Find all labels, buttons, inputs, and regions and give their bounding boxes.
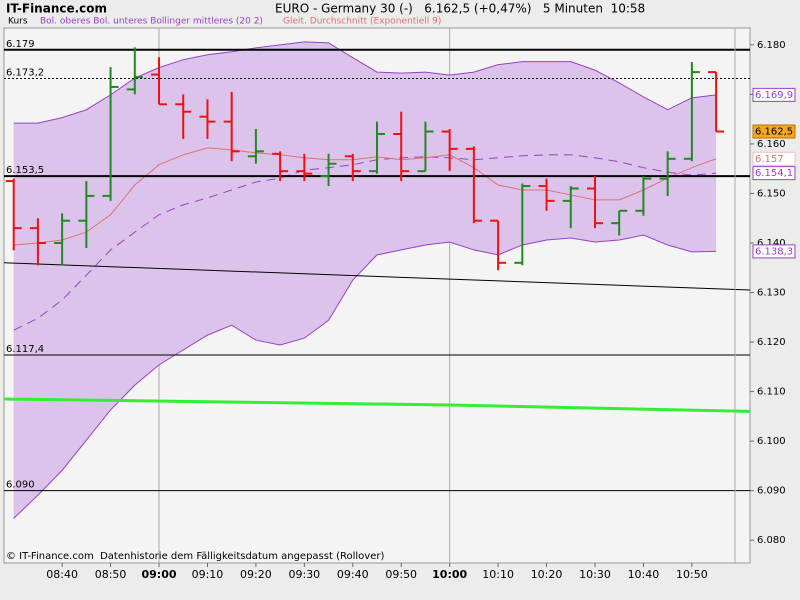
ema-last-box (752, 151, 796, 166)
y-tick-label: 6.160 (757, 139, 786, 150)
x-tick-label: 08:40 (46, 568, 78, 581)
level-label: 6.179 (6, 39, 35, 50)
middle-last-box (752, 166, 796, 181)
lower-last-box (752, 244, 796, 259)
site-name: IT-Finance.com (6, 2, 107, 16)
upper-last: 6.169,9 (755, 90, 793, 101)
y-tick-label: 6.080 (757, 535, 786, 546)
x-tick-label: 10:30 (579, 568, 611, 581)
x-tick-label: 09:40 (337, 568, 369, 581)
upper-last-box (752, 87, 796, 102)
trend-line (3, 397, 751, 413)
x-tick-label: 09:10 (192, 568, 224, 581)
legend-entry: Kurs (8, 17, 28, 27)
y-tick-label: 6.180 (757, 40, 786, 51)
ema-line (13, 147, 717, 246)
x-tick-label: 09:20 (240, 568, 272, 581)
y-tick-label: 6.100 (757, 436, 786, 447)
close-last: 6.162,5 (755, 127, 793, 138)
y-tick-label: 6.120 (757, 337, 786, 348)
x-tick-label: 10:40 (628, 568, 660, 581)
level-label: 6.173,2 (6, 68, 44, 79)
bollinger-middle (13, 154, 717, 331)
close-last-box (752, 124, 796, 139)
legend-entry: Gleit. Durchschnitt (Exponentiell 9) (283, 17, 441, 27)
level-label: 6.117,4 (6, 344, 44, 355)
x-tick-label: 09:00 (142, 568, 177, 581)
bollinger-lower (13, 234, 717, 519)
band-fill (13, 41, 717, 519)
level-label: 6.090 (6, 480, 35, 491)
y-tick-label: 6.110 (757, 387, 786, 398)
ema-last: 6.157 (755, 154, 784, 165)
x-tick-label: 10:00 (432, 568, 467, 581)
bollinger-upper (13, 41, 717, 124)
y-tick-label: 6.130 (757, 288, 786, 299)
middle-last: 6.154,1 (755, 168, 793, 179)
legend-entry: Bol. oberes Bol. unteres Bollinger mittl… (40, 17, 263, 27)
lower-last: 6.138,3 (755, 246, 793, 257)
plot-layer: Kurs Bol. oberes Bol. unteres Bollinger m… (3, 17, 796, 581)
x-tick-label: 10:20 (531, 568, 563, 581)
y-tick-label: 6.140 (757, 238, 786, 249)
x-tick-label: 08:50 (95, 568, 127, 581)
level-label: 6.153,5 (6, 165, 44, 176)
footer: © IT-Finance.com Datenhistorie dem Fälli… (6, 551, 384, 562)
y-tick-label: 6.090 (757, 486, 786, 497)
x-tick-label: 10:10 (482, 568, 514, 581)
x-tick-label: 09:30 (288, 568, 320, 581)
y-tick-label: 6.150 (757, 188, 786, 199)
x-tick-label: 09:50 (385, 568, 417, 581)
trend-line (3, 262, 751, 291)
x-tick-label: 10:50 (676, 568, 708, 581)
chart-title: EURO - Germany 30 (-) 6.162,5 (+0,47%) 5… (275, 2, 645, 16)
